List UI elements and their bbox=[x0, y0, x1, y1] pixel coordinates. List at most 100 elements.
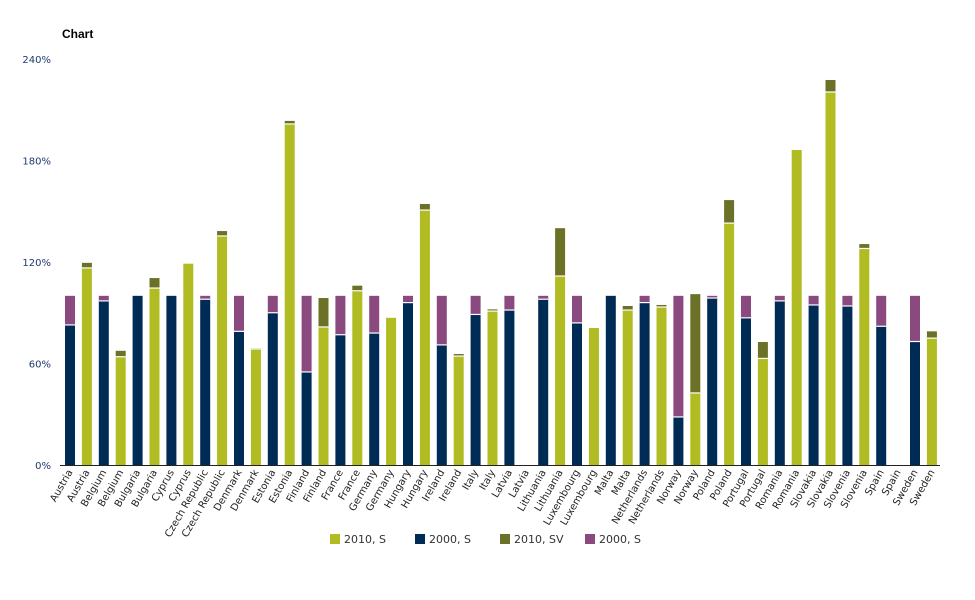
bars bbox=[65, 79, 937, 466]
bar-segment-purple bbox=[504, 295, 515, 311]
bar-segment-lime bbox=[656, 306, 667, 465]
y-tick-label: 240% bbox=[22, 55, 51, 66]
bar-segment-lime bbox=[183, 263, 194, 465]
chart-title: Chart bbox=[62, 27, 93, 41]
bar-segment-purple bbox=[369, 295, 380, 334]
bar-segment-lime bbox=[115, 356, 126, 465]
bar-segment-purple bbox=[335, 295, 346, 335]
bar-segment-lime bbox=[690, 392, 701, 465]
bar-segment-navy bbox=[234, 331, 244, 465]
bar-segment-lime bbox=[487, 311, 498, 465]
legend-label: 2010, SV bbox=[514, 533, 564, 546]
bar-segment-lime bbox=[825, 91, 836, 466]
bar-segment-navy bbox=[774, 300, 785, 465]
bar-segment-olive bbox=[724, 200, 735, 224]
x-tick-label: Italy bbox=[461, 468, 481, 492]
legend-label: 2000, S bbox=[429, 533, 471, 546]
legend-swatch bbox=[500, 534, 510, 544]
bar-segment-olive bbox=[318, 298, 329, 327]
bar-segment-navy bbox=[166, 295, 177, 465]
bar-segment-purple bbox=[808, 295, 819, 305]
bar-segment-lime bbox=[81, 267, 92, 465]
bar-segment-navy bbox=[808, 304, 819, 465]
bar-segment-navy bbox=[572, 322, 582, 465]
legend-swatch bbox=[415, 534, 425, 544]
bar-segment-navy bbox=[673, 416, 684, 465]
bar-segment-lime bbox=[588, 327, 599, 465]
bar-segment-lime bbox=[352, 290, 363, 465]
bar-segment-purple bbox=[200, 295, 211, 300]
bar-segment-olive bbox=[926, 331, 937, 339]
bar-segment-lime bbox=[791, 150, 802, 466]
bar-segment-lime bbox=[419, 210, 430, 465]
bar-segment-navy bbox=[436, 344, 447, 465]
bar-segment-purple bbox=[673, 295, 684, 417]
bar-segment-navy bbox=[538, 299, 549, 465]
bar-segment-purple bbox=[774, 295, 785, 301]
bar-segment-olive bbox=[149, 278, 160, 289]
bar-segment-lime bbox=[386, 317, 397, 465]
bar-segment-lime bbox=[555, 276, 566, 465]
bar-segment-olive bbox=[825, 79, 836, 92]
bar-segment-navy bbox=[98, 300, 109, 465]
bar-segment-purple bbox=[470, 295, 481, 315]
legend-label: 2010, S bbox=[344, 533, 386, 546]
bar-segment-lime bbox=[284, 123, 295, 466]
bar-segment-navy bbox=[470, 314, 481, 465]
x-axis-labels: AustriaAustriaBelgiumBelgiumBulgariaBulg… bbox=[48, 468, 937, 540]
bar-segment-lime bbox=[149, 288, 160, 465]
bar-segment-olive bbox=[284, 120, 295, 124]
bar-segment-purple bbox=[741, 295, 751, 318]
bar-segment-olive bbox=[622, 305, 633, 311]
bar-segment-navy bbox=[200, 299, 211, 465]
bar-segment-navy bbox=[335, 334, 346, 465]
y-tick-label: 180% bbox=[22, 157, 51, 168]
bar-segment-olive bbox=[555, 228, 566, 277]
bar-segment-olive bbox=[453, 354, 464, 357]
bar-segment-purple bbox=[538, 295, 549, 300]
bar-segment-lime bbox=[926, 338, 937, 465]
bar-segment-navy bbox=[876, 326, 887, 465]
bar-segment-lime bbox=[250, 348, 261, 465]
y-tick-label: 60% bbox=[29, 360, 51, 371]
bar-segment-olive bbox=[757, 342, 768, 359]
bar-segment-olive bbox=[690, 294, 701, 393]
bar-segment-purple bbox=[301, 295, 312, 372]
bar-segment-purple bbox=[267, 295, 278, 313]
y-axis: 0% 60% 120% 180% 240% bbox=[22, 55, 51, 472]
bar-segment-navy bbox=[910, 341, 920, 465]
bar-segment-navy bbox=[639, 302, 650, 465]
bar-segment-purple bbox=[234, 295, 244, 332]
bar-segment-lime bbox=[453, 356, 464, 465]
bar-segment-olive bbox=[487, 309, 498, 312]
bar-segment-navy bbox=[707, 298, 718, 465]
bar-segment-olive bbox=[81, 262, 92, 268]
bar-segment-navy bbox=[504, 310, 515, 465]
bar-segment-purple bbox=[876, 295, 887, 327]
bar-segment-lime bbox=[622, 310, 633, 465]
bar-segment-navy bbox=[301, 371, 312, 465]
legend-swatch bbox=[330, 534, 340, 544]
y-tick-label: 0% bbox=[35, 461, 51, 472]
bar-segment-navy bbox=[65, 324, 75, 465]
bar-segment-navy bbox=[267, 312, 278, 465]
bar-segment-purple bbox=[910, 295, 920, 342]
bar-segment-olive bbox=[656, 304, 667, 307]
bar-segment-navy bbox=[132, 295, 143, 465]
bar-segment-navy bbox=[403, 302, 413, 465]
y-tick-label: 120% bbox=[22, 258, 51, 269]
bar-segment-olive bbox=[115, 350, 126, 357]
bar-segment-navy bbox=[741, 317, 751, 465]
bar-segment-lime bbox=[757, 358, 768, 465]
legend-swatch bbox=[585, 534, 595, 544]
bar-segment-purple bbox=[842, 295, 853, 306]
bar-segment-purple bbox=[572, 295, 582, 323]
bar-segment-lime bbox=[217, 235, 228, 465]
bar-segment-lime bbox=[859, 248, 870, 465]
bar-segment-purple bbox=[639, 295, 650, 303]
bar-segment-olive bbox=[217, 231, 228, 236]
bar-segment-purple bbox=[436, 295, 447, 345]
bar-segment-purple bbox=[65, 295, 75, 325]
bar-segment-olive bbox=[859, 244, 870, 249]
